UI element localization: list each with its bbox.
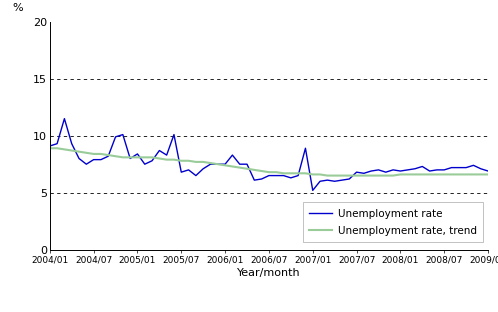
Unemployment rate, trend <box>280 171 286 175</box>
Unemployment rate <box>208 162 214 166</box>
X-axis label: Year/month: Year/month <box>237 268 301 278</box>
Unemployment rate <box>288 176 294 180</box>
Unemployment rate <box>156 149 162 152</box>
Legend: Unemployment rate, Unemployment rate, trend: Unemployment rate, Unemployment rate, tr… <box>303 202 483 242</box>
Unemployment rate, trend <box>434 173 440 176</box>
Unemployment rate, trend <box>47 146 53 150</box>
Unemployment rate <box>324 178 330 182</box>
Unemployment rate <box>485 169 491 173</box>
Unemployment rate, trend <box>310 173 316 176</box>
Unemployment rate, trend <box>485 173 491 176</box>
Unemployment rate <box>441 168 447 172</box>
Unemployment rate <box>142 162 148 166</box>
Unemployment rate <box>310 188 316 192</box>
Line: Unemployment rate: Unemployment rate <box>50 119 488 190</box>
Text: %: % <box>12 3 23 13</box>
Unemployment rate, trend <box>134 155 140 159</box>
Unemployment rate <box>47 144 53 148</box>
Unemployment rate, trend <box>149 155 155 159</box>
Line: Unemployment rate, trend: Unemployment rate, trend <box>50 148 488 176</box>
Unemployment rate, trend <box>200 160 206 164</box>
Unemployment rate, trend <box>324 174 330 178</box>
Unemployment rate <box>61 117 67 120</box>
